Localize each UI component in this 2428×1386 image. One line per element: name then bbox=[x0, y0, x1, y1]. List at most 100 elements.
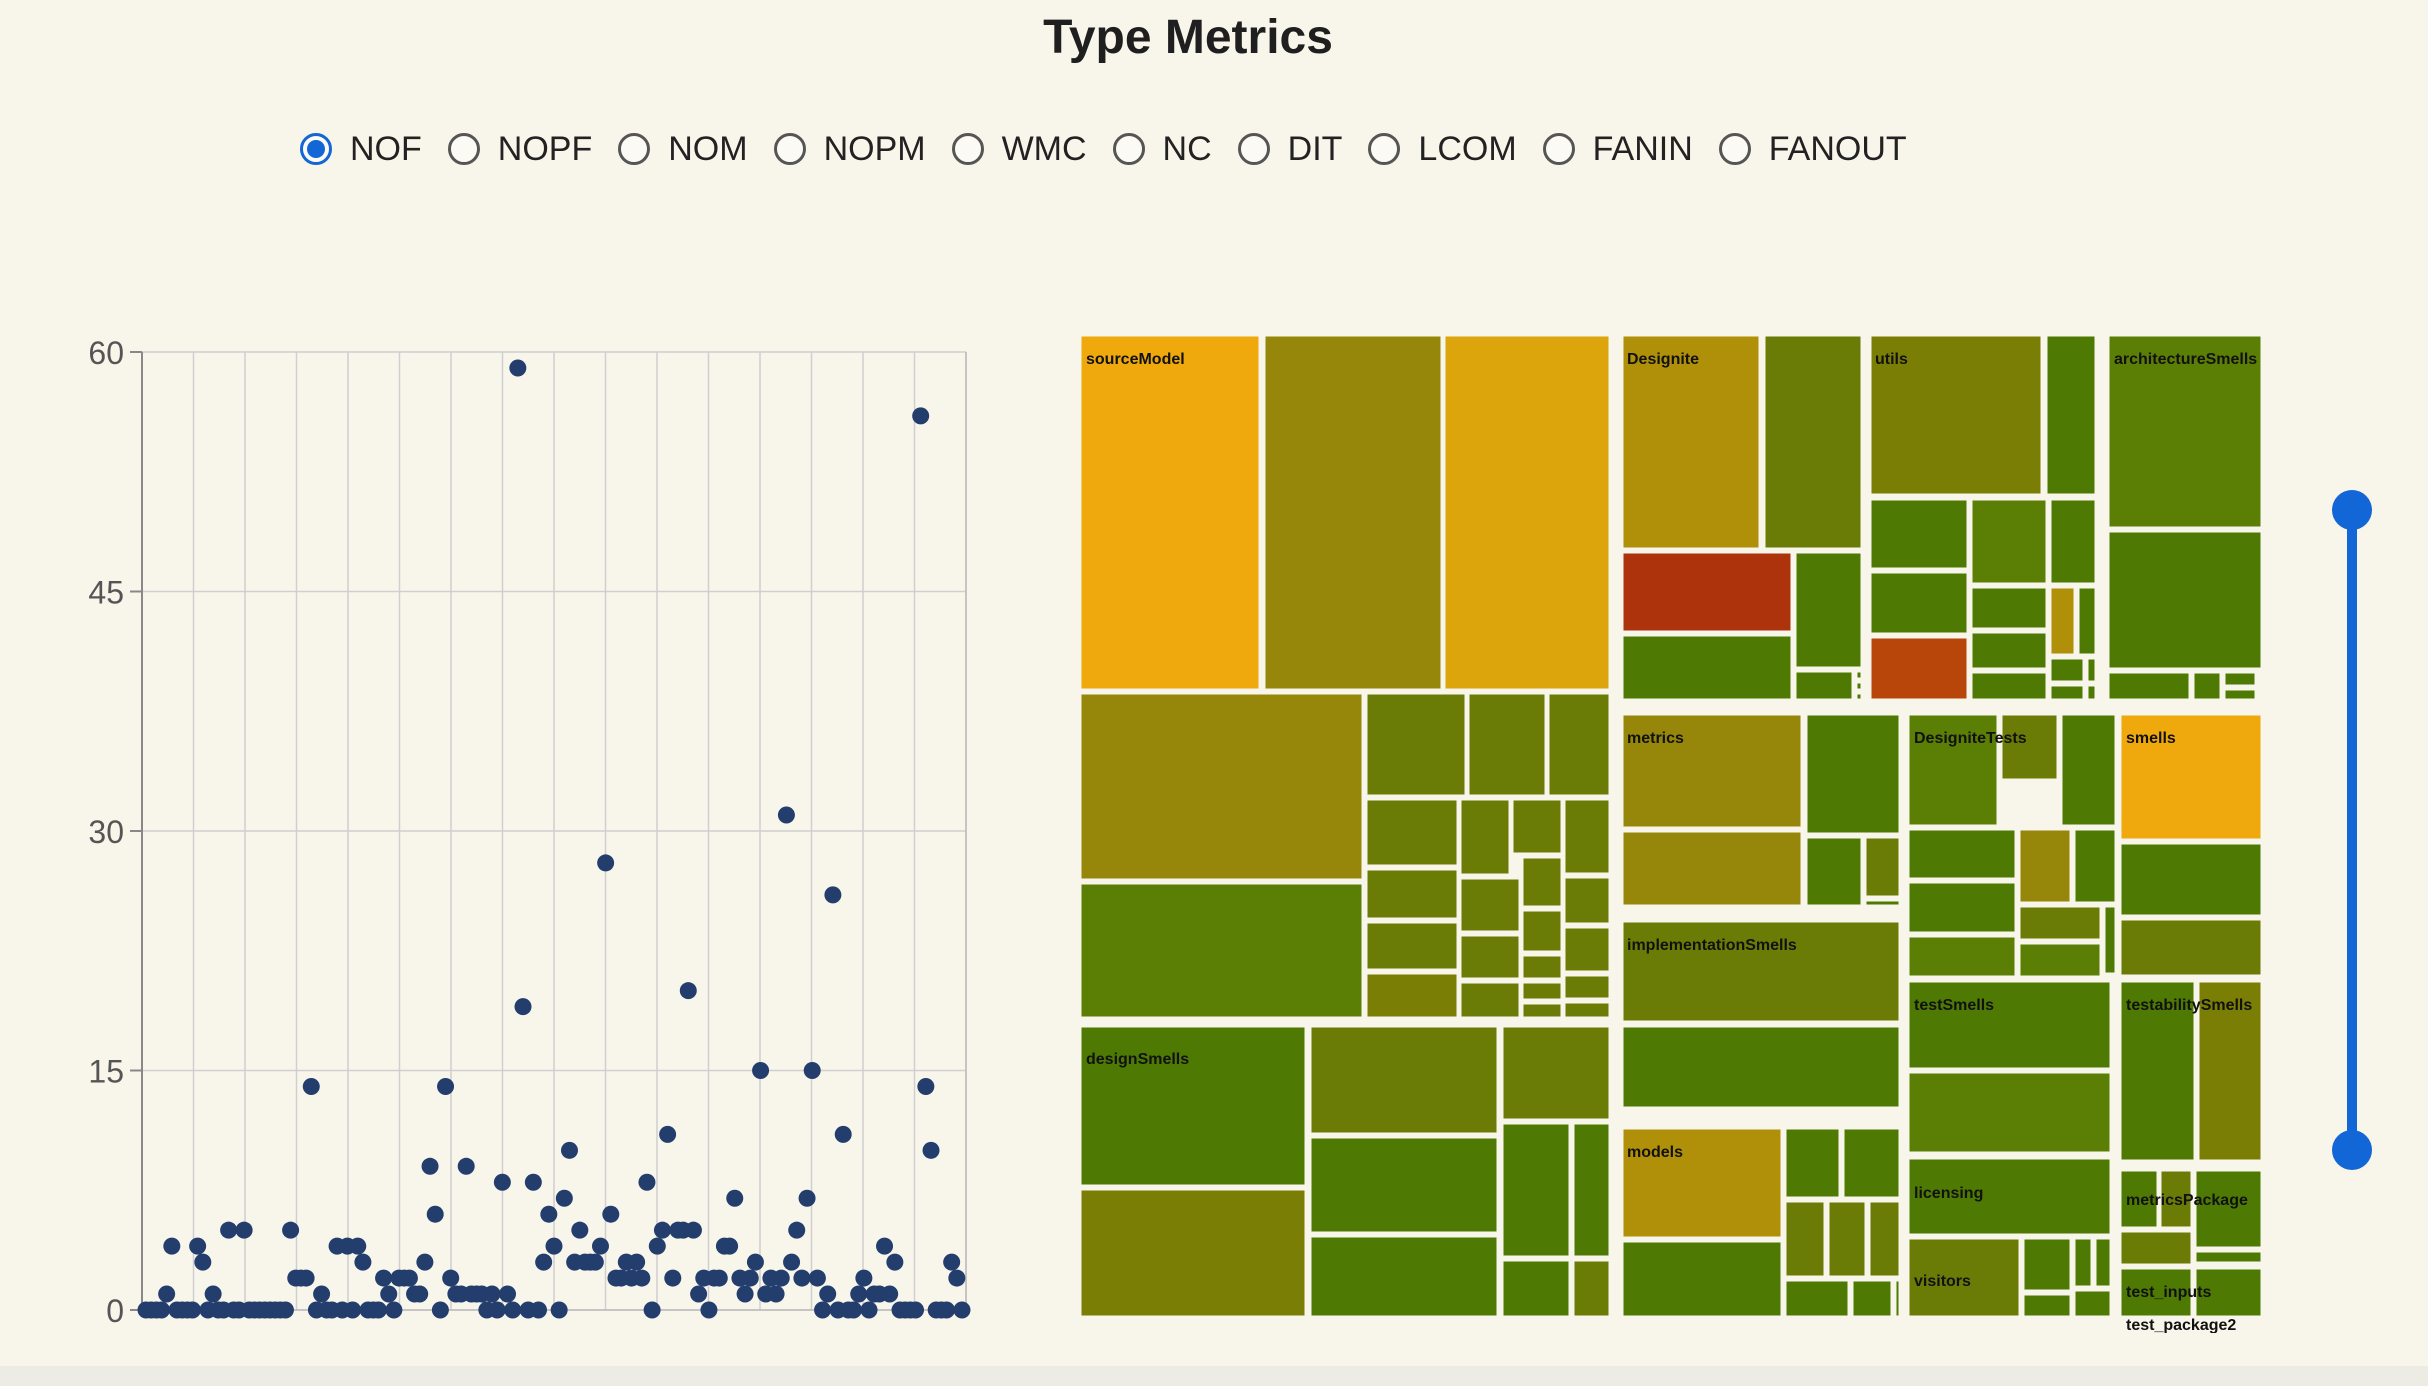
treemap-cell[interactable] bbox=[1850, 1278, 1894, 1319]
scatter-point[interactable] bbox=[437, 1077, 455, 1095]
scatter-point[interactable] bbox=[876, 1237, 894, 1255]
treemap-cell[interactable] bbox=[1826, 1199, 1868, 1279]
scatter-point[interactable] bbox=[560, 1141, 578, 1159]
treemap-cell[interactable] bbox=[1868, 570, 1970, 636]
treemap-cell[interactable] bbox=[2118, 917, 2264, 978]
scatter-point[interactable] bbox=[788, 1221, 806, 1239]
scatter-point[interactable] bbox=[679, 982, 697, 1000]
scatter-point[interactable] bbox=[555, 1189, 573, 1207]
treemap-cell[interactable] bbox=[1520, 908, 1564, 954]
treemap-cell[interactable] bbox=[2191, 670, 2223, 702]
treemap-cell[interactable] bbox=[2044, 333, 2098, 497]
treemap-cell[interactable] bbox=[1854, 669, 1864, 681]
scatter-point[interactable] bbox=[948, 1269, 966, 1287]
radio-fanout[interactable]: FANOUT bbox=[1718, 130, 1907, 169]
scatter-point[interactable] bbox=[710, 1269, 728, 1287]
scatter-point[interactable] bbox=[808, 1269, 826, 1287]
radio-wmc[interactable]: WMC bbox=[951, 130, 1087, 169]
treemap-cell[interactable] bbox=[1793, 669, 1855, 702]
scatter-point[interactable] bbox=[767, 1285, 785, 1303]
scatter-point[interactable] bbox=[344, 1301, 362, 1319]
scatter-point[interactable] bbox=[530, 1301, 548, 1319]
scatter-point[interactable] bbox=[535, 1253, 553, 1271]
scatter-point[interactable] bbox=[819, 1285, 837, 1303]
radio-circle[interactable] bbox=[773, 133, 806, 165]
treemap-cell[interactable] bbox=[1762, 333, 1864, 551]
treemap-cell[interactable] bbox=[1571, 1121, 1612, 1259]
scatter-point[interactable] bbox=[752, 1062, 770, 1079]
treemap-cell[interactable] bbox=[1562, 973, 1612, 1001]
scatter-point[interactable] bbox=[591, 1237, 609, 1255]
treemap-cell[interactable] bbox=[2193, 1168, 2264, 1250]
treemap-cell[interactable] bbox=[1520, 855, 1564, 909]
treemap-cell[interactable] bbox=[1308, 1024, 1500, 1136]
treemap-cell[interactable] bbox=[1500, 1258, 1572, 1319]
treemap-cell[interactable] bbox=[1458, 876, 1522, 934]
scatter-point[interactable] bbox=[189, 1237, 207, 1255]
scatter-point[interactable] bbox=[493, 1173, 511, 1191]
treemap-cell[interactable] bbox=[2222, 687, 2258, 702]
treemap-cell[interactable] bbox=[1868, 333, 2044, 497]
scatter-point[interactable] bbox=[684, 1221, 702, 1239]
radio-nopf[interactable]: NOPF bbox=[447, 130, 592, 169]
scatter-point[interactable] bbox=[814, 1301, 832, 1319]
radio-circle[interactable] bbox=[1237, 133, 1270, 165]
treemap-cell[interactable] bbox=[1510, 797, 1564, 856]
treemap-cell[interactable] bbox=[1078, 691, 1365, 882]
treemap-cell[interactable] bbox=[1078, 881, 1365, 1020]
treemap-cell[interactable] bbox=[1078, 333, 1262, 692]
scatter-point[interactable] bbox=[369, 1301, 387, 1319]
treemap-cell[interactable] bbox=[1571, 1258, 1612, 1319]
treemap-cell[interactable] bbox=[1868, 497, 1970, 571]
treemap-cell[interactable] bbox=[1906, 880, 2018, 935]
treemap-cell[interactable] bbox=[1262, 333, 1444, 692]
scatter-point[interactable] bbox=[194, 1253, 212, 1271]
treemap-cell[interactable] bbox=[1620, 333, 1762, 551]
treemap-cell[interactable] bbox=[1804, 835, 1864, 908]
scatter-point[interactable] bbox=[938, 1301, 956, 1319]
treemap-cell[interactable] bbox=[2048, 656, 2086, 684]
treemap-cell[interactable] bbox=[2257, 670, 2264, 702]
scatter-point[interactable] bbox=[953, 1301, 971, 1319]
treemap-cell[interactable] bbox=[2072, 1288, 2113, 1319]
scatter-point[interactable] bbox=[721, 1237, 739, 1255]
treemap-cell[interactable] bbox=[1562, 925, 1612, 974]
scatter-point[interactable] bbox=[912, 407, 930, 425]
treemap-cell[interactable] bbox=[2106, 529, 2264, 671]
treemap-cell[interactable] bbox=[1906, 1156, 2113, 1237]
treemap-cell[interactable] bbox=[1364, 971, 1460, 1020]
treemap-cell[interactable] bbox=[1868, 635, 1970, 702]
treemap-cell[interactable] bbox=[2102, 904, 2118, 976]
treemap-cell[interactable] bbox=[1841, 1126, 1902, 1200]
scatter-point[interactable] bbox=[297, 1269, 315, 1287]
radio-nc[interactable]: NC bbox=[1112, 130, 1212, 169]
scatter-point[interactable] bbox=[824, 886, 842, 904]
treemap-cell[interactable] bbox=[1969, 585, 2049, 631]
scatter-point[interactable] bbox=[457, 1157, 475, 1175]
scatter-point[interactable] bbox=[648, 1237, 666, 1255]
treemap-cell[interactable] bbox=[1562, 875, 1612, 926]
scatter-point[interactable] bbox=[524, 1173, 542, 1191]
radio-nom[interactable]: NOM bbox=[618, 130, 748, 169]
treemap-cell[interactable] bbox=[2017, 941, 2103, 979]
treemap-cell[interactable] bbox=[1906, 979, 2113, 1071]
scatter-point[interactable] bbox=[220, 1221, 238, 1239]
scatter-point[interactable] bbox=[442, 1269, 460, 1287]
treemap-cell[interactable] bbox=[2196, 979, 2264, 1163]
treemap-cell[interactable] bbox=[1906, 934, 2018, 979]
scatter-point[interactable] bbox=[664, 1269, 682, 1287]
scatter-point[interactable] bbox=[860, 1301, 878, 1319]
scatter-point[interactable] bbox=[690, 1285, 708, 1303]
treemap-cell[interactable] bbox=[2118, 1229, 2194, 1267]
treemap-cell[interactable] bbox=[1078, 1024, 1308, 1188]
treemap-cell[interactable] bbox=[2222, 670, 2258, 688]
radio-lcom[interactable]: LCOM bbox=[1368, 130, 1517, 169]
slider-thumb-upper[interactable] bbox=[2332, 490, 2372, 530]
scatter-point[interactable] bbox=[411, 1285, 429, 1303]
scatter-point[interactable] bbox=[777, 806, 795, 824]
treemap-cell[interactable] bbox=[1620, 1024, 1902, 1110]
scatter-point[interactable] bbox=[276, 1301, 294, 1319]
treemap-cell[interactable] bbox=[1364, 691, 1468, 798]
scatter-point[interactable] bbox=[943, 1253, 961, 1271]
radio-circle[interactable] bbox=[1718, 133, 1751, 165]
